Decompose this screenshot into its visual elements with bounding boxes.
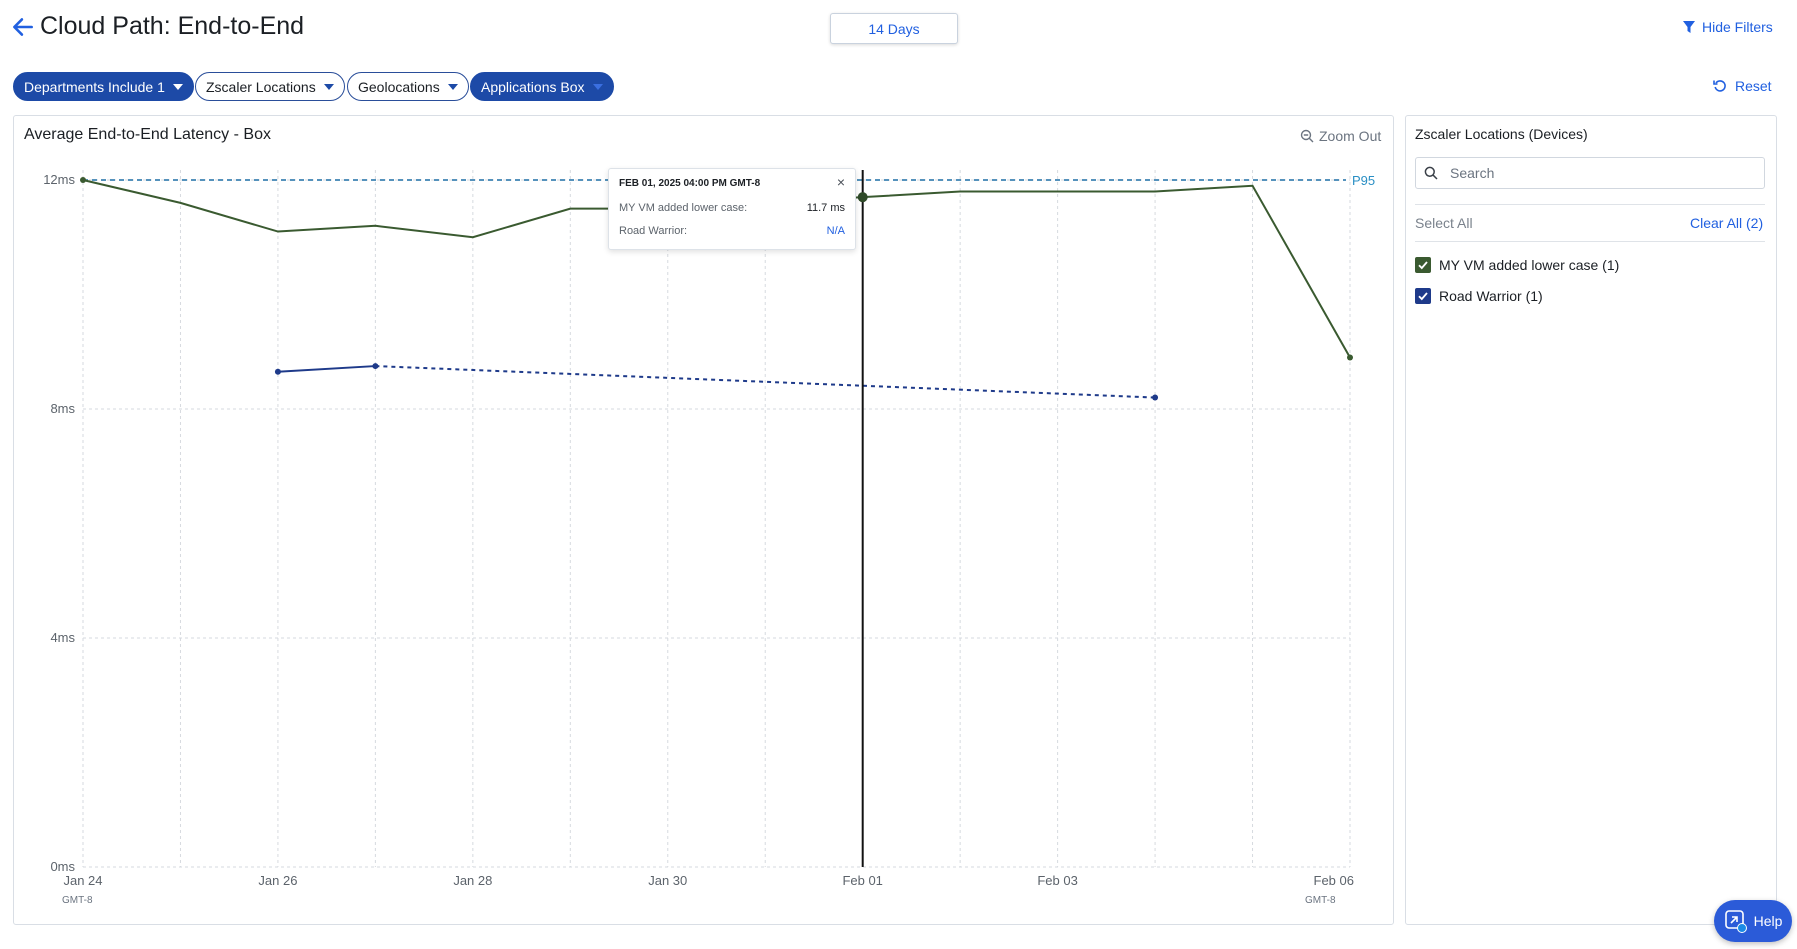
locations-filter-panel [1405, 115, 1777, 925]
location-checkbox-my-vm[interactable]: MY VM added lower case (1) [1415, 257, 1619, 273]
tooltip-row: Road Warrior: N/A [619, 225, 845, 237]
search-icon [1424, 166, 1438, 180]
data-point-road-warrior [274, 368, 281, 375]
checkbox-label: Road Warrior (1) [1439, 288, 1543, 304]
filter-pill-label: Departments Include 1 [24, 78, 165, 95]
filter-pill-zscaler-locations[interactable]: Zscaler Locations [195, 72, 345, 101]
help-button[interactable]: Help [1714, 900, 1792, 942]
filter-pill-geolocations[interactable]: Geolocations [347, 72, 469, 101]
tooltip-row-value[interactable]: N/A [826, 225, 845, 237]
filter-pill-applications[interactable]: Applications Box [470, 72, 614, 101]
y-axis: 0ms 4ms 8ms 12ms [43, 172, 75, 874]
p95-label: P95 [1352, 173, 1375, 188]
series-gap-line-road-warrior [375, 365, 1156, 399]
clear-all-link[interactable]: Clear All (2) [1690, 215, 1764, 231]
tooltip-row-value: 11.7 ms [806, 202, 845, 214]
checkbox-checked-icon[interactable] [1415, 288, 1431, 304]
x-tick-label: Jan 26 [258, 873, 297, 888]
chevron-down-icon [323, 83, 334, 90]
zoom-out-label: Zoom Out [1319, 128, 1382, 144]
zoom-out-button[interactable]: Zoom Out [1300, 128, 1381, 144]
chevron-down-icon [592, 83, 603, 90]
reset-button[interactable]: Reset [1713, 78, 1772, 94]
tooltip-row-label: Road Warrior: [619, 225, 688, 237]
chevron-down-icon [447, 83, 458, 90]
data-point-my-vm [80, 177, 86, 183]
filter-pill-label: Applications Box [481, 78, 585, 95]
x-tick-label: Feb 01 [842, 873, 882, 888]
search-field[interactable] [1415, 157, 1765, 189]
y-tick-label: 12ms [43, 172, 75, 187]
hide-filters-button[interactable]: Hide Filters [1682, 19, 1773, 35]
zoom-out-icon [1300, 129, 1314, 143]
divider [1415, 204, 1765, 205]
x-tick-label: Feb 03 [1037, 873, 1077, 888]
timezone-label-left: GMT-8 [62, 895, 93, 906]
checkbox-label: MY VM added lower case (1) [1439, 257, 1620, 273]
data-point-my-vm [1347, 354, 1353, 361]
location-checkbox-road-warrior[interactable]: Road Warrior (1) [1415, 288, 1543, 304]
x-tick-label: Feb 06 [1314, 873, 1354, 888]
filter-pill-departments[interactable]: Departments Include 1 [13, 72, 194, 101]
time-range-button[interactable]: 14 Days [830, 13, 958, 44]
y-tick-label: 4ms [50, 630, 75, 645]
tooltip-row-label: MY VM added lower case: [619, 202, 748, 214]
y-tick-label: 8ms [50, 401, 75, 416]
back-arrow-icon[interactable] [10, 14, 36, 40]
reset-icon [1713, 80, 1726, 92]
latency-line-chart[interactable]: 0ms 4ms 8ms 12ms Jan 24 Jan 26 Jan 28 Jan 30 Fe… [0, 0, 1400, 940]
filter-pill-label: Zscaler Locations [206, 78, 316, 95]
tooltip-date: FEB 01, 2025 04:00 PM GMT-8 [619, 178, 761, 189]
x-tick-label: Jan 24 [63, 873, 102, 888]
timezone-label-right: GMT-8 [1305, 895, 1336, 906]
page-title: Cloud Path: End-to-End [40, 12, 305, 40]
divider [1415, 241, 1765, 242]
search-input[interactable] [1448, 164, 1742, 182]
close-icon[interactable]: × [836, 174, 845, 190]
hide-filters-label: Hide Filters [1702, 19, 1773, 35]
hover-point [857, 192, 868, 203]
chevron-down-icon [172, 83, 183, 90]
series-line-road-warrior [277, 365, 376, 373]
data-point-road-warrior [372, 363, 379, 370]
reset-label: Reset [1735, 78, 1772, 94]
help-label: Help [1753, 913, 1783, 929]
x-tick-label: Jan 28 [453, 873, 492, 888]
x-tick-label: Jan 30 [648, 873, 687, 888]
data-point-road-warrior [1152, 394, 1159, 401]
filter-pill-label: Geolocations [358, 78, 440, 95]
x-axis: Jan 24 Jan 26 Jan 28 Jan 30 Feb 01 Feb 03 Feb … [63, 873, 1354, 888]
chart-grid [82, 170, 1351, 868]
filter-icon [1683, 21, 1695, 33]
chart-tooltip: FEB 01, 2025 04:00 PM GMT-8 × MY VM adde… [608, 168, 856, 250]
select-all-link[interactable]: Select All [1415, 215, 1473, 231]
panel-title: Zscaler Locations (Devices) [1415, 126, 1588, 142]
chart-title: Average End-to-End Latency - Box [24, 126, 271, 143]
y-tick-label: 0ms [50, 859, 75, 874]
checkbox-checked-icon[interactable] [1415, 257, 1431, 273]
tooltip-row: MY VM added lower case: 11.7 ms [619, 202, 845, 214]
chart-card [13, 115, 1394, 925]
help-icon [1724, 910, 1747, 933]
